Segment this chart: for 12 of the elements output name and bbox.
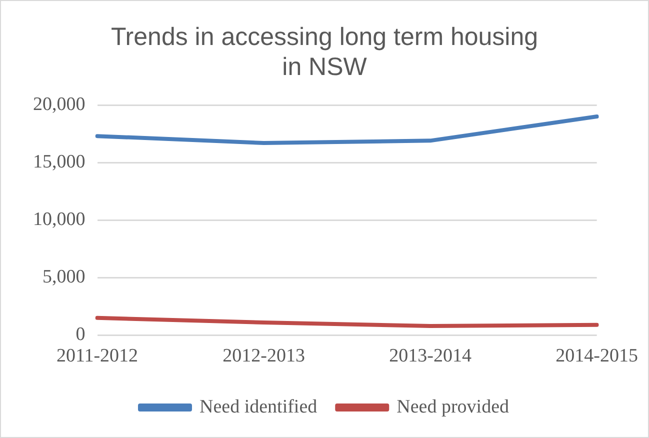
- chart-title: Trends in accessing long term housing in NSW: [110, 22, 538, 81]
- x-tick-label: 2011-2012: [56, 346, 138, 367]
- legend-label: Need identified: [199, 396, 318, 418]
- x-tick-label: 2013-2014: [389, 346, 472, 367]
- y-tick-label: 5,000: [42, 266, 86, 288]
- legend-label: Need provided: [396, 396, 510, 418]
- y-tick-label: 0: [76, 324, 86, 346]
- x-tick-label: 2014-2015: [556, 346, 638, 367]
- y-tick-label: 10,000: [33, 209, 86, 230]
- x-tick-label: 2012-2013: [222, 346, 305, 367]
- y-tick-label: 15,000: [33, 152, 86, 173]
- y-tick-label: 20,000: [33, 94, 86, 115]
